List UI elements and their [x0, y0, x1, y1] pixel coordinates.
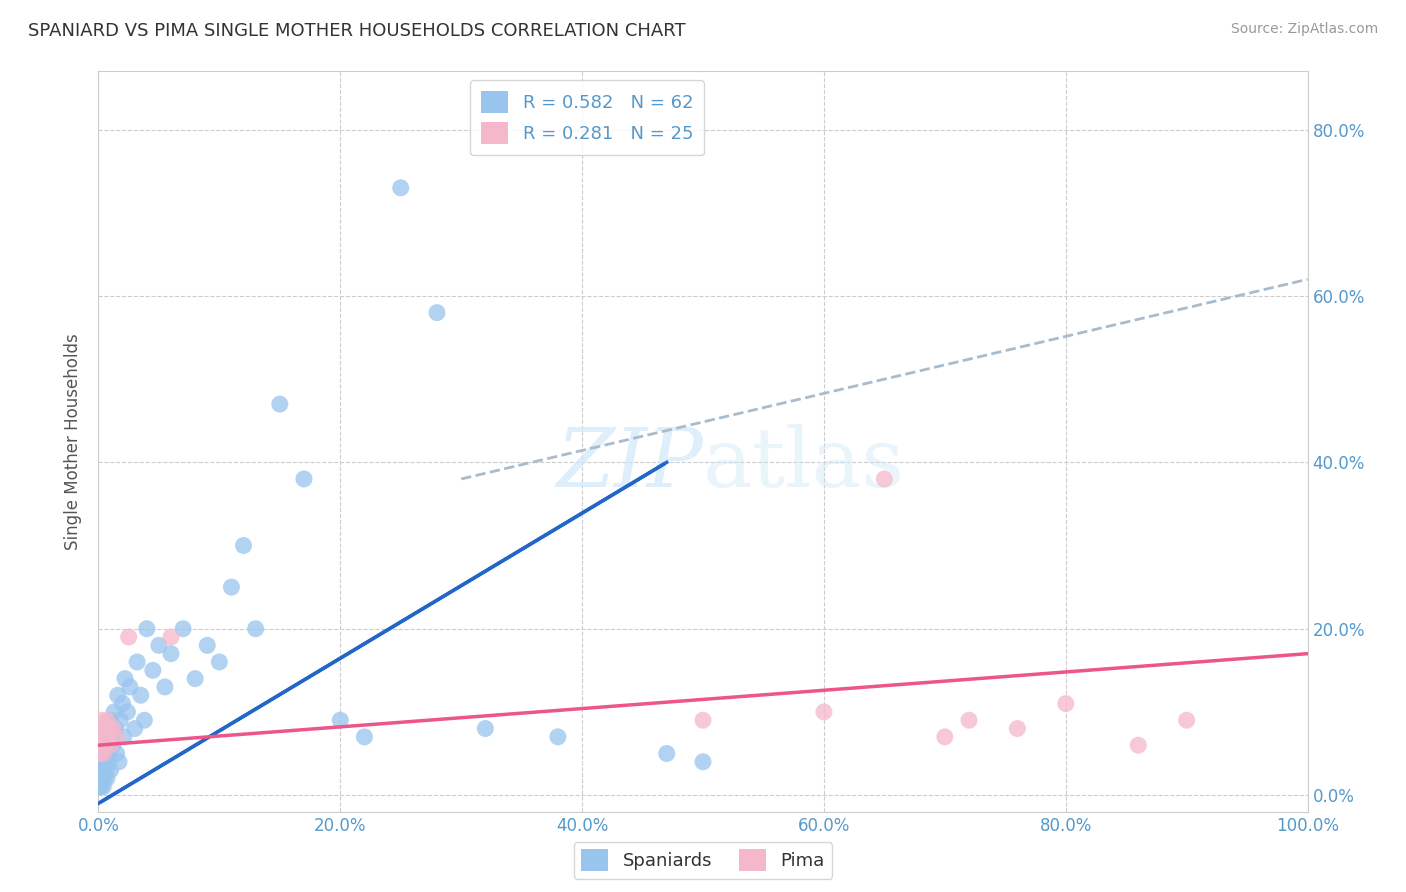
Point	[90, 780, 112, 794]
Point	[97, 722, 120, 736]
Point	[547, 730, 569, 744]
Point	[89, 772, 111, 786]
Text: SPANIARD VS PIMA SINGLE MOTHER HOUSEHOLDS CORRELATION CHART: SPANIARD VS PIMA SINGLE MOTHER HOUSEHOLD…	[28, 22, 686, 40]
Point	[105, 747, 128, 761]
Point	[89, 747, 111, 761]
Point	[353, 730, 375, 744]
Point	[93, 730, 115, 744]
Point	[93, 755, 115, 769]
Point	[90, 713, 112, 727]
Point	[100, 763, 122, 777]
Legend: R = 0.582   N = 62, R = 0.281   N = 25: R = 0.582 N = 62, R = 0.281 N = 25	[470, 80, 704, 155]
Point	[101, 738, 124, 752]
Point	[91, 722, 114, 736]
Point	[101, 722, 124, 736]
Point	[160, 647, 183, 661]
Text: atlas: atlas	[703, 424, 905, 504]
Point	[98, 747, 121, 761]
Point	[1054, 697, 1077, 711]
Point	[97, 730, 120, 744]
Point	[108, 713, 131, 727]
Legend: Spaniards, Pima: Spaniards, Pima	[574, 842, 832, 879]
Point	[873, 472, 896, 486]
Point	[98, 722, 121, 736]
Point	[114, 672, 136, 686]
Point	[135, 622, 157, 636]
Point	[172, 622, 194, 636]
Point	[107, 688, 129, 702]
Point	[117, 705, 139, 719]
Point	[112, 730, 135, 744]
Point	[184, 672, 207, 686]
Point	[148, 638, 170, 652]
Point	[100, 713, 122, 727]
Point	[692, 713, 714, 727]
Point	[90, 763, 112, 777]
Point	[127, 655, 149, 669]
Point	[474, 722, 496, 736]
Point	[232, 539, 254, 553]
Point	[957, 713, 980, 727]
Point	[245, 622, 267, 636]
Point	[94, 738, 117, 752]
Point	[104, 722, 127, 736]
Point	[93, 772, 115, 786]
Point	[91, 738, 114, 752]
Point	[692, 755, 714, 769]
Point	[269, 397, 291, 411]
Text: ZIP: ZIP	[557, 424, 703, 504]
Point	[96, 772, 118, 786]
Point	[118, 680, 141, 694]
Point	[90, 755, 112, 769]
Point	[426, 305, 449, 319]
Point	[91, 747, 114, 761]
Point	[153, 680, 176, 694]
Point	[329, 713, 352, 727]
Point	[1175, 713, 1198, 727]
Point	[105, 730, 128, 744]
Point	[134, 713, 156, 727]
Point	[389, 181, 412, 195]
Y-axis label: Single Mother Households: Single Mother Households	[65, 334, 83, 549]
Point	[97, 755, 120, 769]
Point	[90, 730, 112, 744]
Point	[111, 697, 134, 711]
Point	[94, 747, 117, 761]
Point	[108, 755, 131, 769]
Point	[91, 772, 114, 786]
Point	[118, 630, 141, 644]
Point	[89, 780, 111, 794]
Point	[96, 713, 118, 727]
Point	[195, 638, 218, 652]
Point	[93, 730, 115, 744]
Point	[91, 747, 114, 761]
Point	[813, 705, 835, 719]
Point	[91, 738, 114, 752]
Text: Source: ZipAtlas.com: Source: ZipAtlas.com	[1230, 22, 1378, 37]
Point	[100, 730, 122, 744]
Point	[96, 738, 118, 752]
Point	[91, 763, 114, 777]
Point	[91, 755, 114, 769]
Point	[292, 472, 315, 486]
Point	[655, 747, 678, 761]
Point	[94, 763, 117, 777]
Point	[91, 780, 114, 794]
Point	[1007, 722, 1029, 736]
Point	[142, 663, 165, 677]
Point	[1128, 738, 1150, 752]
Point	[208, 655, 231, 669]
Point	[934, 730, 956, 744]
Point	[129, 688, 152, 702]
Point	[221, 580, 243, 594]
Point	[100, 738, 122, 752]
Point	[124, 722, 146, 736]
Point	[160, 630, 183, 644]
Point	[103, 705, 125, 719]
